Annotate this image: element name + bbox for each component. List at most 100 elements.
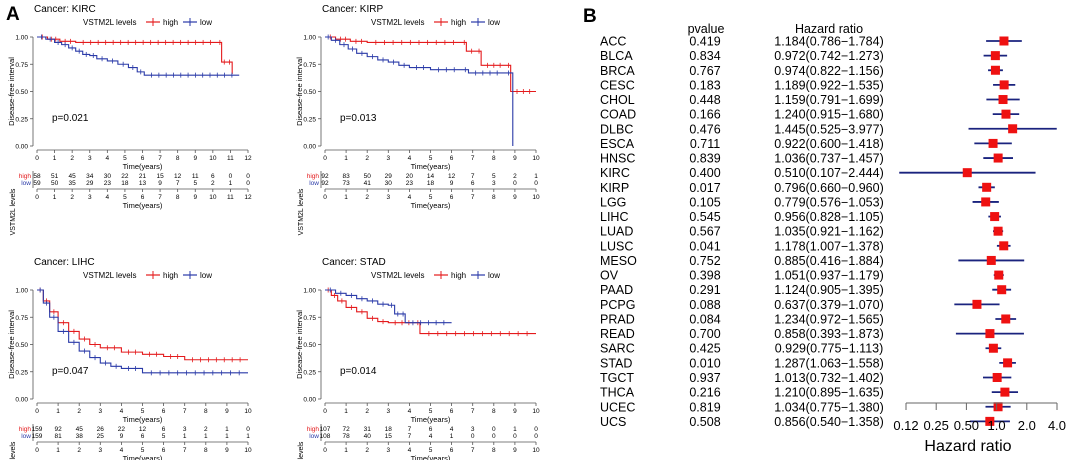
- km-title: Cancer: STAD: [322, 257, 386, 268]
- km-legend-title: VSTM2L levels: [83, 18, 137, 27]
- forest-hr-text: 0.779(0.576−1.053): [774, 195, 883, 209]
- km-x-tick-label: 1: [344, 155, 348, 162]
- forest-pvalue: 0.545: [689, 210, 720, 224]
- risk-label-low: low: [21, 433, 31, 440]
- km-title: Cancer: LIHC: [34, 257, 95, 268]
- risk-x-tick-label: 8: [492, 194, 496, 201]
- risk-cell-high: 107: [320, 426, 331, 433]
- forest-hr-box: [988, 343, 998, 353]
- forest-pvalue: 0.937: [689, 371, 720, 385]
- risk-cell-low: 0: [534, 180, 538, 187]
- risk-cell-low: 1: [229, 180, 233, 187]
- km-y-tick-label: 1.00: [303, 288, 316, 295]
- km-x-tick-label: 1: [344, 408, 348, 415]
- risk-cell-high: 45: [76, 426, 84, 433]
- risk-cell-low: 0: [534, 433, 538, 440]
- forest-pvalue: 0.216: [689, 386, 720, 400]
- forest-hr-box: [1003, 358, 1013, 368]
- risk-cell-high: 31: [364, 426, 372, 433]
- forest-hr-box: [994, 270, 1004, 280]
- forest-hr-text: 1.051(0.937−1.179): [774, 269, 883, 283]
- risk-cell-low: 9: [450, 180, 454, 187]
- panel-label-b: B: [583, 6, 597, 27]
- risk-cell-low: 2: [211, 180, 215, 187]
- km-y-tick-label: 0.25: [303, 369, 316, 376]
- risk-cell-low: 6: [471, 180, 475, 187]
- risk-x-tick-label: 0: [323, 194, 327, 201]
- km-x-tick-label: 8: [204, 408, 208, 415]
- forest-cancer-label: UCS: [600, 415, 626, 429]
- km-y-tick-label: 0.00: [303, 397, 316, 404]
- risk-cell-low: 0: [513, 180, 517, 187]
- km-x-tick-label: 9: [513, 155, 517, 162]
- km-y-label: Disease-free interval: [295, 57, 304, 126]
- risk-cell-high: 0: [246, 426, 250, 433]
- risk-cell-high: 14: [427, 173, 435, 180]
- forest-hr-text: 1.287(1.063−1.558): [774, 356, 883, 370]
- km-x-tick-label: 9: [193, 155, 197, 162]
- forest-hr-text: 0.637(0.379−1.070): [774, 298, 883, 312]
- risk-label-high: high: [307, 426, 320, 433]
- risk-x-tick-label: 2: [365, 194, 369, 201]
- km-x-label: Time(years): [411, 162, 451, 171]
- risk-x-label: Time(years): [411, 454, 451, 460]
- risk-x-tick-label: 10: [209, 194, 217, 201]
- km-x-label: Time(years): [123, 415, 163, 424]
- forest-hr-text: 1.036(0.737−1.457): [774, 152, 883, 166]
- forest-hr-box: [985, 329, 995, 339]
- forest-cancer-label: UCEC: [600, 400, 635, 414]
- forest-hr-box: [985, 416, 995, 426]
- km-x-tick-label: 8: [176, 155, 180, 162]
- km-y-tick-label: 0.50: [15, 89, 28, 96]
- forest-cancer-label: ESCA: [600, 137, 635, 151]
- risk-cell-high: 7: [471, 173, 475, 180]
- risk-cell-high: 3: [183, 426, 187, 433]
- risk-cell-low: 0: [513, 433, 517, 440]
- forest-hr-box: [1001, 109, 1011, 119]
- km-y-tick-label: 0.50: [15, 342, 28, 349]
- km-x-tick-label: 1: [53, 155, 57, 162]
- forest-pvalue: 0.419: [689, 35, 720, 49]
- risk-x-tick-label: 10: [532, 447, 540, 454]
- risk-cell-high: 29: [385, 173, 393, 180]
- forest-hr-box: [1000, 387, 1010, 397]
- forest-header-pvalue: pvalue: [688, 22, 725, 36]
- km-pvalue: p=0.047: [52, 366, 89, 377]
- forest-hr-box: [972, 299, 982, 309]
- risk-x-tick-label: 0: [35, 194, 39, 201]
- km-x-tick-label: 12: [244, 155, 252, 162]
- panel-label-a: A: [6, 4, 20, 25]
- km-x-tick-label: 4: [106, 155, 110, 162]
- risk-cell-low: 1: [225, 433, 229, 440]
- forest-cancer-label: TGCT: [600, 371, 634, 385]
- forest-hr-text: 0.858(0.393−1.873): [774, 327, 883, 341]
- forest-hr-text: 1.189(0.922−1.535): [774, 78, 883, 92]
- km-pvalue: p=0.013: [340, 113, 377, 124]
- km-x-tick-label: 6: [450, 155, 454, 162]
- forest-x-tick-label: 4.0: [1048, 418, 1066, 433]
- km-y-label: Disease-free interval: [7, 57, 16, 126]
- km-x-tick-label: 8: [492, 155, 496, 162]
- risk-cell-high: 6: [429, 426, 433, 433]
- risk-x-tick-label: 8: [492, 447, 496, 454]
- risk-cell-low: 23: [104, 180, 112, 187]
- risk-cell-high: 12: [174, 173, 182, 180]
- risk-label-low: low: [309, 433, 319, 440]
- forest-x-tick-label: 0.50: [954, 418, 979, 433]
- km-title: Cancer: KIRP: [322, 4, 383, 15]
- forest-hr-text: 0.974(0.822−1.156): [774, 64, 883, 78]
- risk-cell-low: 29: [86, 180, 94, 187]
- forest-cancer-label: DLBC: [600, 122, 633, 136]
- risk-x-tick-label: 5: [429, 447, 433, 454]
- risk-cell-high: 72: [342, 426, 350, 433]
- forest-cancer-label: COAD: [600, 108, 636, 122]
- risk-x-tick-label: 1: [344, 194, 348, 201]
- risk-cell-high: 4: [450, 426, 454, 433]
- forest-pvalue: 0.084: [689, 312, 720, 326]
- forest-hr-box: [962, 168, 972, 178]
- risk-x-tick-label: 8: [204, 447, 208, 454]
- km-x-tick-label: 0: [323, 155, 327, 162]
- risk-x-tick-label: 0: [323, 447, 327, 454]
- forest-pvalue: 0.400: [689, 166, 720, 180]
